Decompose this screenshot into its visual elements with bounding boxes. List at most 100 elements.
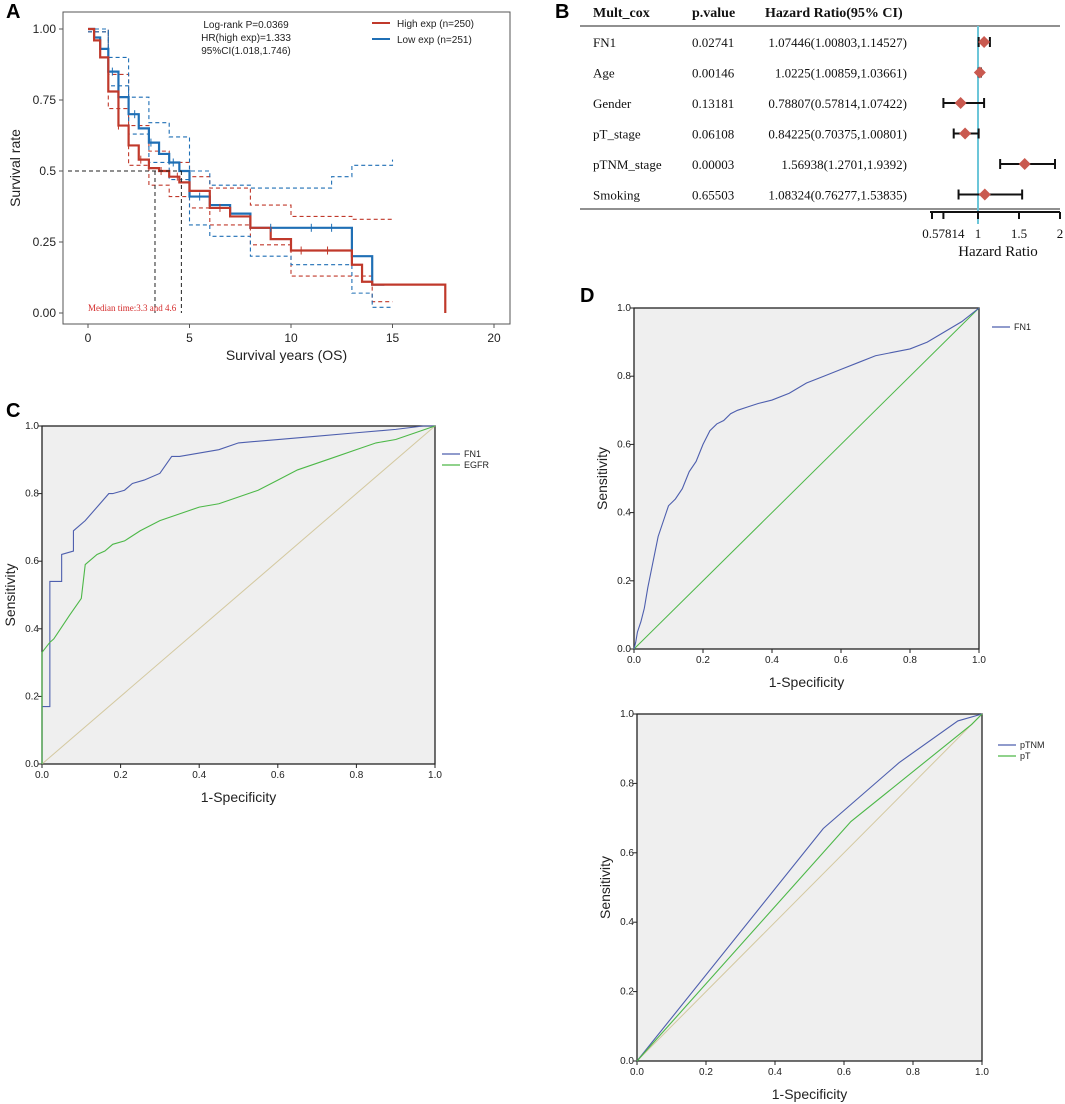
roc-curve-fn1 [633, 307, 980, 650]
x-tick-label: 0.0 [627, 655, 641, 666]
x-axis-label: 1-Specificity [772, 1086, 847, 1102]
y-tick-label: 1.0 [620, 709, 634, 720]
ci-line [88, 31, 393, 308]
y-tick-label: 0.4 [617, 508, 631, 519]
median-note: Median time:3.3 and 4.6 [88, 303, 177, 313]
column-header: Mult_cox [593, 6, 650, 21]
x-tick-label: 0.2 [696, 655, 710, 666]
y-tick-label: 1.00 [33, 22, 57, 36]
panel-label-d: D [580, 285, 594, 307]
row-hr-text: 0.84225(0.70375,1.00801) [768, 127, 907, 142]
x-tick-label: 5 [186, 331, 193, 345]
low-exp-curve [88, 27, 385, 286]
x-tick-label: 0.8 [903, 655, 917, 666]
column-header: p.value [692, 6, 735, 21]
x-tick-label: 0 [85, 331, 92, 345]
row-hr-text: 1.08324(0.76277,1.53835) [768, 188, 907, 203]
panel-label-b: B [555, 1, 569, 23]
y-tick-label: 0.6 [25, 556, 39, 567]
row-name: FN1 [593, 35, 616, 50]
row-name: Age [593, 66, 615, 81]
y-tick-label: 1.0 [25, 421, 39, 432]
row-pvalue: 0.13181 [692, 96, 734, 111]
hr-marker [959, 127, 972, 140]
hr-marker [978, 36, 991, 48]
legend-label: FN1 [464, 449, 481, 459]
reference-diagonal [41, 425, 436, 765]
y-tick-label: 0.6 [617, 439, 631, 450]
x-tick-label: 10 [284, 331, 298, 345]
x-tick-label: 1 [975, 226, 982, 241]
legend-label: FN1 [1014, 322, 1031, 332]
reference-diagonal [636, 713, 983, 1062]
y-tick-label: 0.0 [617, 644, 631, 655]
x-tick-label: 0.6 [834, 655, 848, 666]
ci-line [88, 31, 393, 303]
survival-chart: 0 5 10 15 20 0.00 0.25 0.5 0.75 1.00 Survival year… [7, 11, 511, 363]
roc-curve-pt [636, 713, 983, 1062]
y-tick-label: 0.6 [620, 848, 634, 859]
x-tick-label: 1.0 [972, 655, 986, 666]
y-tick-label: 0.25 [33, 235, 57, 249]
x-tick-label: 0.2 [114, 770, 128, 781]
y-tick-label: 0.75 [33, 93, 57, 107]
legend-label: Low exp (n=251) [397, 35, 472, 46]
x-tick-label: 0.4 [765, 655, 779, 666]
x-tick-label: 1.0 [975, 1067, 989, 1078]
y-tick-label: 0.8 [25, 489, 39, 500]
x-axis-label: Survival years (OS) [226, 347, 347, 363]
row-hr-text: 0.78807(0.57814,1.07422) [768, 96, 907, 111]
roc-curve-egfr [41, 425, 436, 764]
y-tick-label: 0.2 [620, 987, 634, 998]
hr-marker [1018, 158, 1031, 170]
row-pvalue: 0.00003 [692, 157, 734, 172]
column-header: Hazard Ratio(95% CI) [765, 6, 903, 21]
row-hr-text: 1.0225(1.00859,1.03661) [775, 66, 907, 81]
x-tick-label: 0.8 [906, 1067, 920, 1078]
high-exp-curve [88, 27, 447, 313]
row-name: pTNM_stage [593, 157, 662, 172]
legend-label: pT [1020, 751, 1031, 761]
legend-label: High exp (n=250) [397, 19, 474, 30]
y-axis-label: Sensitivity [597, 856, 613, 919]
x-tick-label: 0.6 [837, 1067, 851, 1078]
roc-chart-fn1: 0.0 0.2 0.4 0.6 0.8 1.0 0.0 0.2 0.4 0.6 0.8 1.0 1-Sp… [594, 303, 1031, 690]
hr-marker [978, 188, 991, 201]
x-tick-label: 0.6 [271, 770, 285, 781]
y-tick-label: 0.8 [620, 778, 634, 789]
y-tick-label: 0.8 [617, 371, 631, 382]
roc-curve-fn1 [41, 425, 435, 764]
panel-label-a: A [6, 1, 20, 23]
row-pvalue: 0.00146 [692, 66, 735, 81]
row-pvalue: 0.65503 [692, 188, 734, 203]
row-hr-text: 1.56938(1.2701,1.9392) [781, 157, 907, 172]
forest-plot: Mult_cox p.value Hazard Ratio(95% CI) FN1 0.… [580, 6, 1063, 260]
hr-marker [973, 66, 986, 79]
x-tick-label: 15 [386, 331, 400, 345]
x-axis-label: Hazard Ratio [958, 244, 1038, 260]
x-tick-label: 1.5 [1011, 226, 1027, 241]
x-tick-label: 0.4 [192, 770, 206, 781]
hr-marker [954, 97, 967, 109]
x-axis-label: 1-Specificity [769, 674, 844, 690]
x-tick-label: 0.4 [768, 1067, 782, 1078]
legend-label: pTNM [1020, 740, 1045, 750]
row-pvalue: 0.06108 [692, 127, 734, 142]
stats-annotation: Log-rank P=0.0369 [203, 20, 289, 31]
row-name: pT_stage [593, 127, 641, 142]
roc-chart-ptnm-pt: 0.0 0.2 0.4 0.6 0.8 1.0 0.0 0.2 0.4 0.6 0.8 1.0 1-Sp… [597, 709, 1045, 1102]
x-tick-label: 0.8 [349, 770, 363, 781]
roc-curve-ptnm [636, 713, 983, 1062]
row-pvalue: 0.02741 [692, 35, 734, 50]
row-name: Smoking [593, 188, 640, 203]
x-tick-label: 0.0 [630, 1067, 644, 1078]
x-tick-label: 2 [1057, 226, 1064, 241]
y-tick-label: 0.2 [25, 691, 39, 702]
y-axis-label: Sensitivity [594, 447, 610, 510]
y-tick-label: 0.2 [617, 576, 631, 587]
roc-chart-fn1-egfr: 0.0 0.2 0.4 0.6 0.8 1.0 0.0 0.2 0.4 0.6 0.8 1.0 1-Sp… [2, 421, 490, 805]
y-tick-label: 0.4 [620, 917, 634, 928]
y-axis-label: Survival rate [7, 129, 23, 207]
y-tick-label: 0.4 [25, 624, 39, 635]
